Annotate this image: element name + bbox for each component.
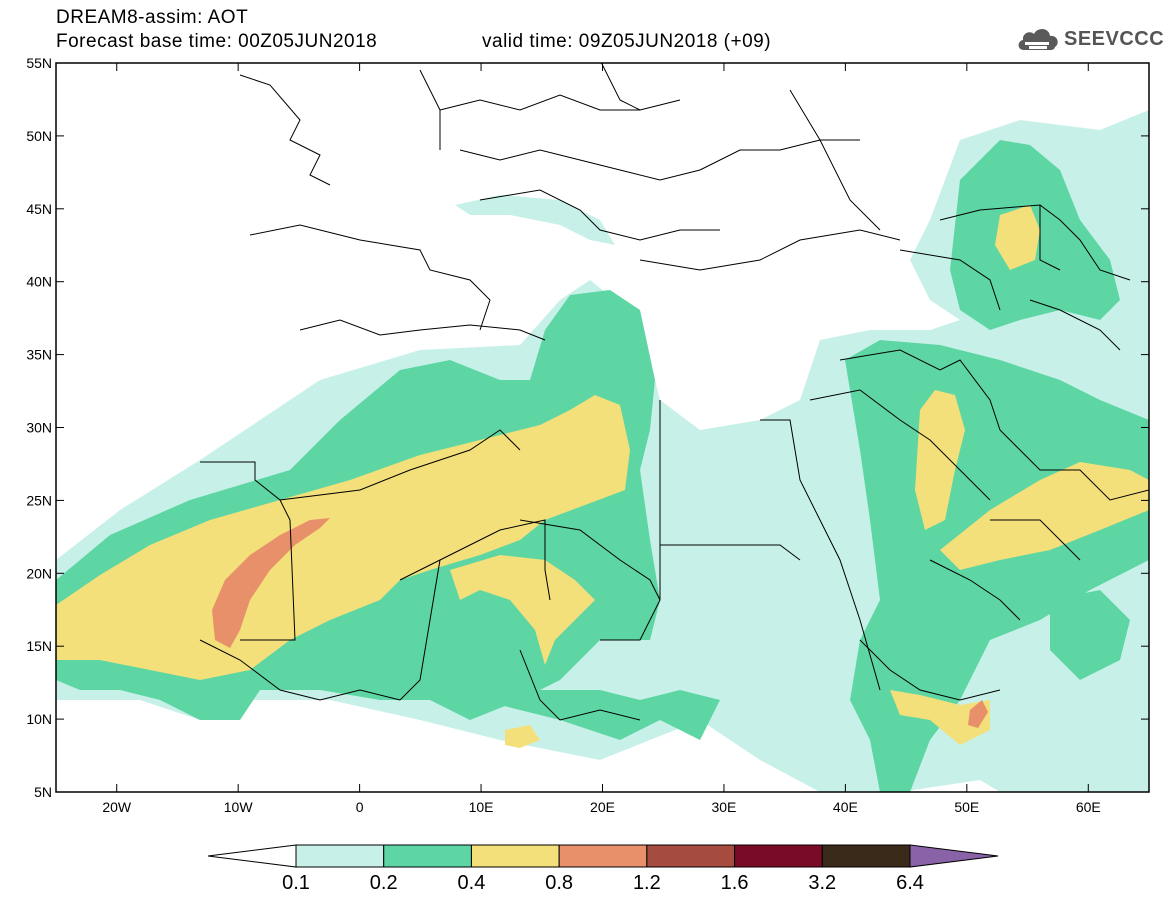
lon-label: 0: [356, 799, 364, 815]
lon-label: 40E: [833, 799, 858, 815]
lat-label: 35N: [26, 347, 52, 363]
colorbar-label: 0.1: [282, 872, 310, 894]
colorbar-box: [558, 844, 648, 868]
logo-text: SEEVCCC: [1064, 28, 1165, 50]
lon-label: 60E: [1076, 799, 1101, 815]
aot-field-0-4: [890, 690, 990, 745]
axis-ticks: [56, 62, 1149, 793]
aot-field-0-4: [56, 395, 630, 680]
lat-label: 20N: [26, 565, 52, 581]
lat-label: 5N: [34, 784, 52, 800]
colorbar-label: 1.6: [721, 872, 749, 894]
colorbar: 0.1 0.2 0.4 0.8 1.2 1.6 3.2 6.4: [207, 844, 999, 894]
axis-labels: 55N 50N 45N 40N 35N 30N 25N 20N 15N 10N 5N 20W 10W 0 1…: [26, 55, 1100, 815]
colorbar-box: [295, 844, 385, 868]
lat-label: 50N: [26, 128, 52, 144]
seevccc-logo: SEEVCCC: [1016, 22, 1164, 56]
colorbar-box: [646, 844, 736, 868]
aot-field-0-4: [915, 390, 965, 530]
colorbar-box: [734, 844, 823, 868]
valid-time: valid time: 09Z05JUN2018 (+09): [482, 31, 772, 52]
colorbar-label: 3.2: [808, 872, 836, 894]
colorbar-high-triangle: [909, 844, 999, 868]
forecast-base-time: Forecast base time: 00Z05JUN2018: [56, 31, 378, 52]
aot-field-0-4: [940, 462, 1149, 570]
aot-field-0-8: [968, 700, 988, 728]
country-borders: [199, 63, 1149, 721]
colorbar-label: 0.8: [545, 872, 573, 894]
lon-label: 10W: [224, 799, 254, 815]
lon-label: 20E: [590, 799, 615, 815]
colorbar-box: [821, 844, 911, 868]
lat-label: 30N: [26, 420, 52, 436]
aot-field-0-2: [480, 690, 720, 740]
aot-field-0-2: [1050, 590, 1130, 680]
colorbar-box: [470, 844, 560, 868]
aot-field-0-8: [212, 518, 330, 648]
aot-field-0-4: [995, 205, 1040, 270]
lon-label: 50E: [954, 799, 979, 815]
aot-field-0-4: [450, 555, 595, 665]
colorbar-label: 0.4: [458, 872, 486, 894]
lat-label: 15N: [26, 638, 52, 654]
colorbar-box: [383, 844, 472, 868]
lon-label: 10E: [469, 799, 494, 815]
colorbar-label: 1.2: [633, 872, 661, 894]
cloud-icon: [1018, 28, 1058, 50]
lon-label: 30E: [711, 799, 736, 815]
lat-label: 55N: [26, 55, 52, 71]
aot-field-0-4: [505, 725, 540, 748]
lat-label: 40N: [26, 274, 52, 290]
lon-label: 20W: [102, 799, 132, 815]
aot-field-0-1: [455, 195, 615, 245]
aot-fields: [56, 110, 1149, 792]
colorbar-label: 6.4: [896, 872, 924, 894]
lat-label: 25N: [26, 492, 52, 508]
colorbar-low-triangle: [207, 844, 297, 868]
lat-label: 45N: [26, 201, 52, 217]
map-title: DREAM8-assim: AOT: [56, 7, 249, 28]
colorbar-label: 0.2: [370, 872, 398, 894]
lat-label: 10N: [26, 711, 52, 727]
